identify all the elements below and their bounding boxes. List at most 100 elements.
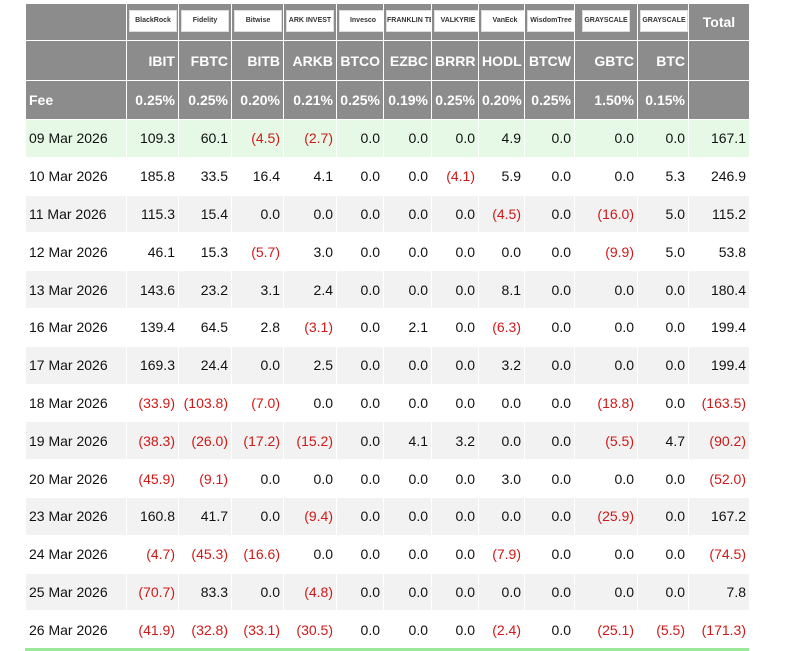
flow-cell: 0.0 [637,383,689,423]
flow-cell: (6.3) [478,307,525,347]
flow-cell: (5.5) [637,610,689,650]
flow-cell: 0.0 [524,534,575,574]
ticker: BTC [637,40,689,81]
flow-cell: 0.0 [336,119,384,158]
total-cell: 180.4 [688,270,750,309]
flow-cell: 0.0 [574,572,638,612]
flow-cell: 169.3 [126,345,179,385]
flow-cell: (25.1) [574,610,638,650]
flow-cell: 0.0 [383,610,432,650]
flow-cell: 0.0 [336,610,384,650]
flow-cell: 0.0 [383,459,432,498]
flow-cell: 0.0 [524,156,575,196]
data-row: 20 Mar 2026 (45.9) (9.1) 0.0 0.0 0.0 0.0 0.0 3.0… [25,459,750,498]
flow-cell: 0.0 [574,307,638,347]
ticker: EZBC [383,40,432,81]
flow-cell: 64.5 [178,307,232,347]
date-cell: 20 Mar 2026 [25,459,127,498]
flow-cell: 83.3 [178,572,232,612]
issuer-logo: VALKYRIE [434,9,478,32]
fee: 0.15% [637,80,689,120]
fee: 0.25% [126,80,179,120]
logo-cell: VALKYRIE [431,3,479,41]
flow-cell: 0.0 [478,383,525,423]
logo-row: BlackRock Fidelity Bitwise ARK INVEST Invesc… [25,3,750,41]
flow-cell: 0.0 [524,421,575,461]
logo-cell: ARK INVEST [283,3,337,41]
flow-cell: (41.9) [126,610,179,650]
total-cell: (163.5) [688,383,750,423]
flow-cell: 0.0 [336,572,384,612]
logo-cell: VanEck [478,3,525,41]
flow-cell: 0.0 [283,383,337,423]
flow-table-wrap: BlackRock Fidelity Bitwise ARK INVEST Invesc… [25,3,750,650]
flow-cell: 2.1 [383,307,432,347]
flow-cell: 0.0 [336,270,384,309]
data-row: 12 Mar 2026 46.1 15.3 (5.7) 3.0 0.0 0.0 0.0 0.0 0… [25,232,750,272]
flow-cell: 0.0 [524,232,575,272]
issuer-logo: VanEck [481,9,524,32]
flow-cell: 0.0 [431,307,479,347]
flow-cell: 139.4 [126,307,179,347]
flow-cell: (2.7) [283,119,337,158]
flow-cell: 4.7 [637,421,689,461]
flow-cell: 0.0 [431,270,479,309]
flow-cell: 185.8 [126,156,179,196]
flow-cell: 0.0 [231,496,284,536]
flow-cell: (103.8) [178,383,232,423]
flow-cell: 3.0 [283,232,337,272]
flow-cell: 5.0 [637,232,689,272]
total-cell: 246.9 [688,156,750,196]
flow-cell: 0.0 [283,459,337,498]
fee-row: Fee 0.25% 0.25% 0.20% 0.21% 0.25% 0.19% 0.25% 0.… [25,80,750,120]
logo-cell: FRANKLIN TEMPLETON [383,3,432,41]
flow-cell: 0.0 [336,194,384,234]
fee-label: Fee [25,80,127,120]
flow-cell: 0.0 [231,194,284,234]
total-cell: 7.8 [688,572,750,612]
fee: 1.50% [574,80,638,120]
date-cell: 23 Mar 2026 [25,496,127,536]
flow-cell: 3.0 [478,459,525,498]
logo-cell: WisdomTree [524,3,575,41]
flow-cell: 33.5 [178,156,232,196]
flow-cell: (16.0) [574,194,638,234]
total-cell: 199.4 [688,307,750,347]
flow-cell: 0.0 [637,119,689,158]
data-row: 10 Mar 2026 185.8 33.5 16.4 4.1 0.0 0.0 (4.1) 5.… [25,156,750,196]
fee: 0.19% [383,80,432,120]
blank-cell [688,40,750,81]
ticker: BITB [231,40,284,81]
flow-cell: 0.0 [574,459,638,498]
flow-cell: 15.3 [178,232,232,272]
flow-cell: 0.0 [431,610,479,650]
flow-cell: (70.7) [126,572,179,612]
flow-cell: (3.1) [283,307,337,347]
flow-cell: (5.7) [231,232,284,272]
flow-cell: 0.0 [336,459,384,498]
data-row: 26 Mar 2026 (41.9) (32.8) (33.1) (30.5) 0.0 0.… [25,610,750,650]
logo-cell: Bitwise [231,3,284,41]
flow-cell: 0.0 [383,534,432,574]
data-row: 24 Mar 2026 (4.7) (45.3) (16.6) 0.0 0.0 0.0 0.0… [25,534,750,574]
fee: 0.25% [178,80,232,120]
flow-cell: 0.0 [383,270,432,309]
logo-cell: GRAYSCALE [574,3,638,41]
flow-cell: (2.4) [478,610,525,650]
flow-cell: (45.3) [178,534,232,574]
flow-cell: 2.5 [283,345,337,385]
issuer-logo: GRAYSCALE [640,9,688,32]
flow-cell: (25.9) [574,496,638,536]
blank-cell [688,80,750,120]
fee: 0.25% [524,80,575,120]
flow-cell: 0.0 [336,534,384,574]
flow-cell: 0.0 [431,534,479,574]
total-cell: 167.2 [688,496,750,536]
flow-cell: (38.3) [126,421,179,461]
flow-cell: 115.3 [126,194,179,234]
flow-cell: 0.0 [524,345,575,385]
flow-cell: 0.0 [383,156,432,196]
flow-cell: 0.0 [524,194,575,234]
flow-cell: (16.6) [231,534,284,574]
flow-cell: 8.1 [478,270,525,309]
